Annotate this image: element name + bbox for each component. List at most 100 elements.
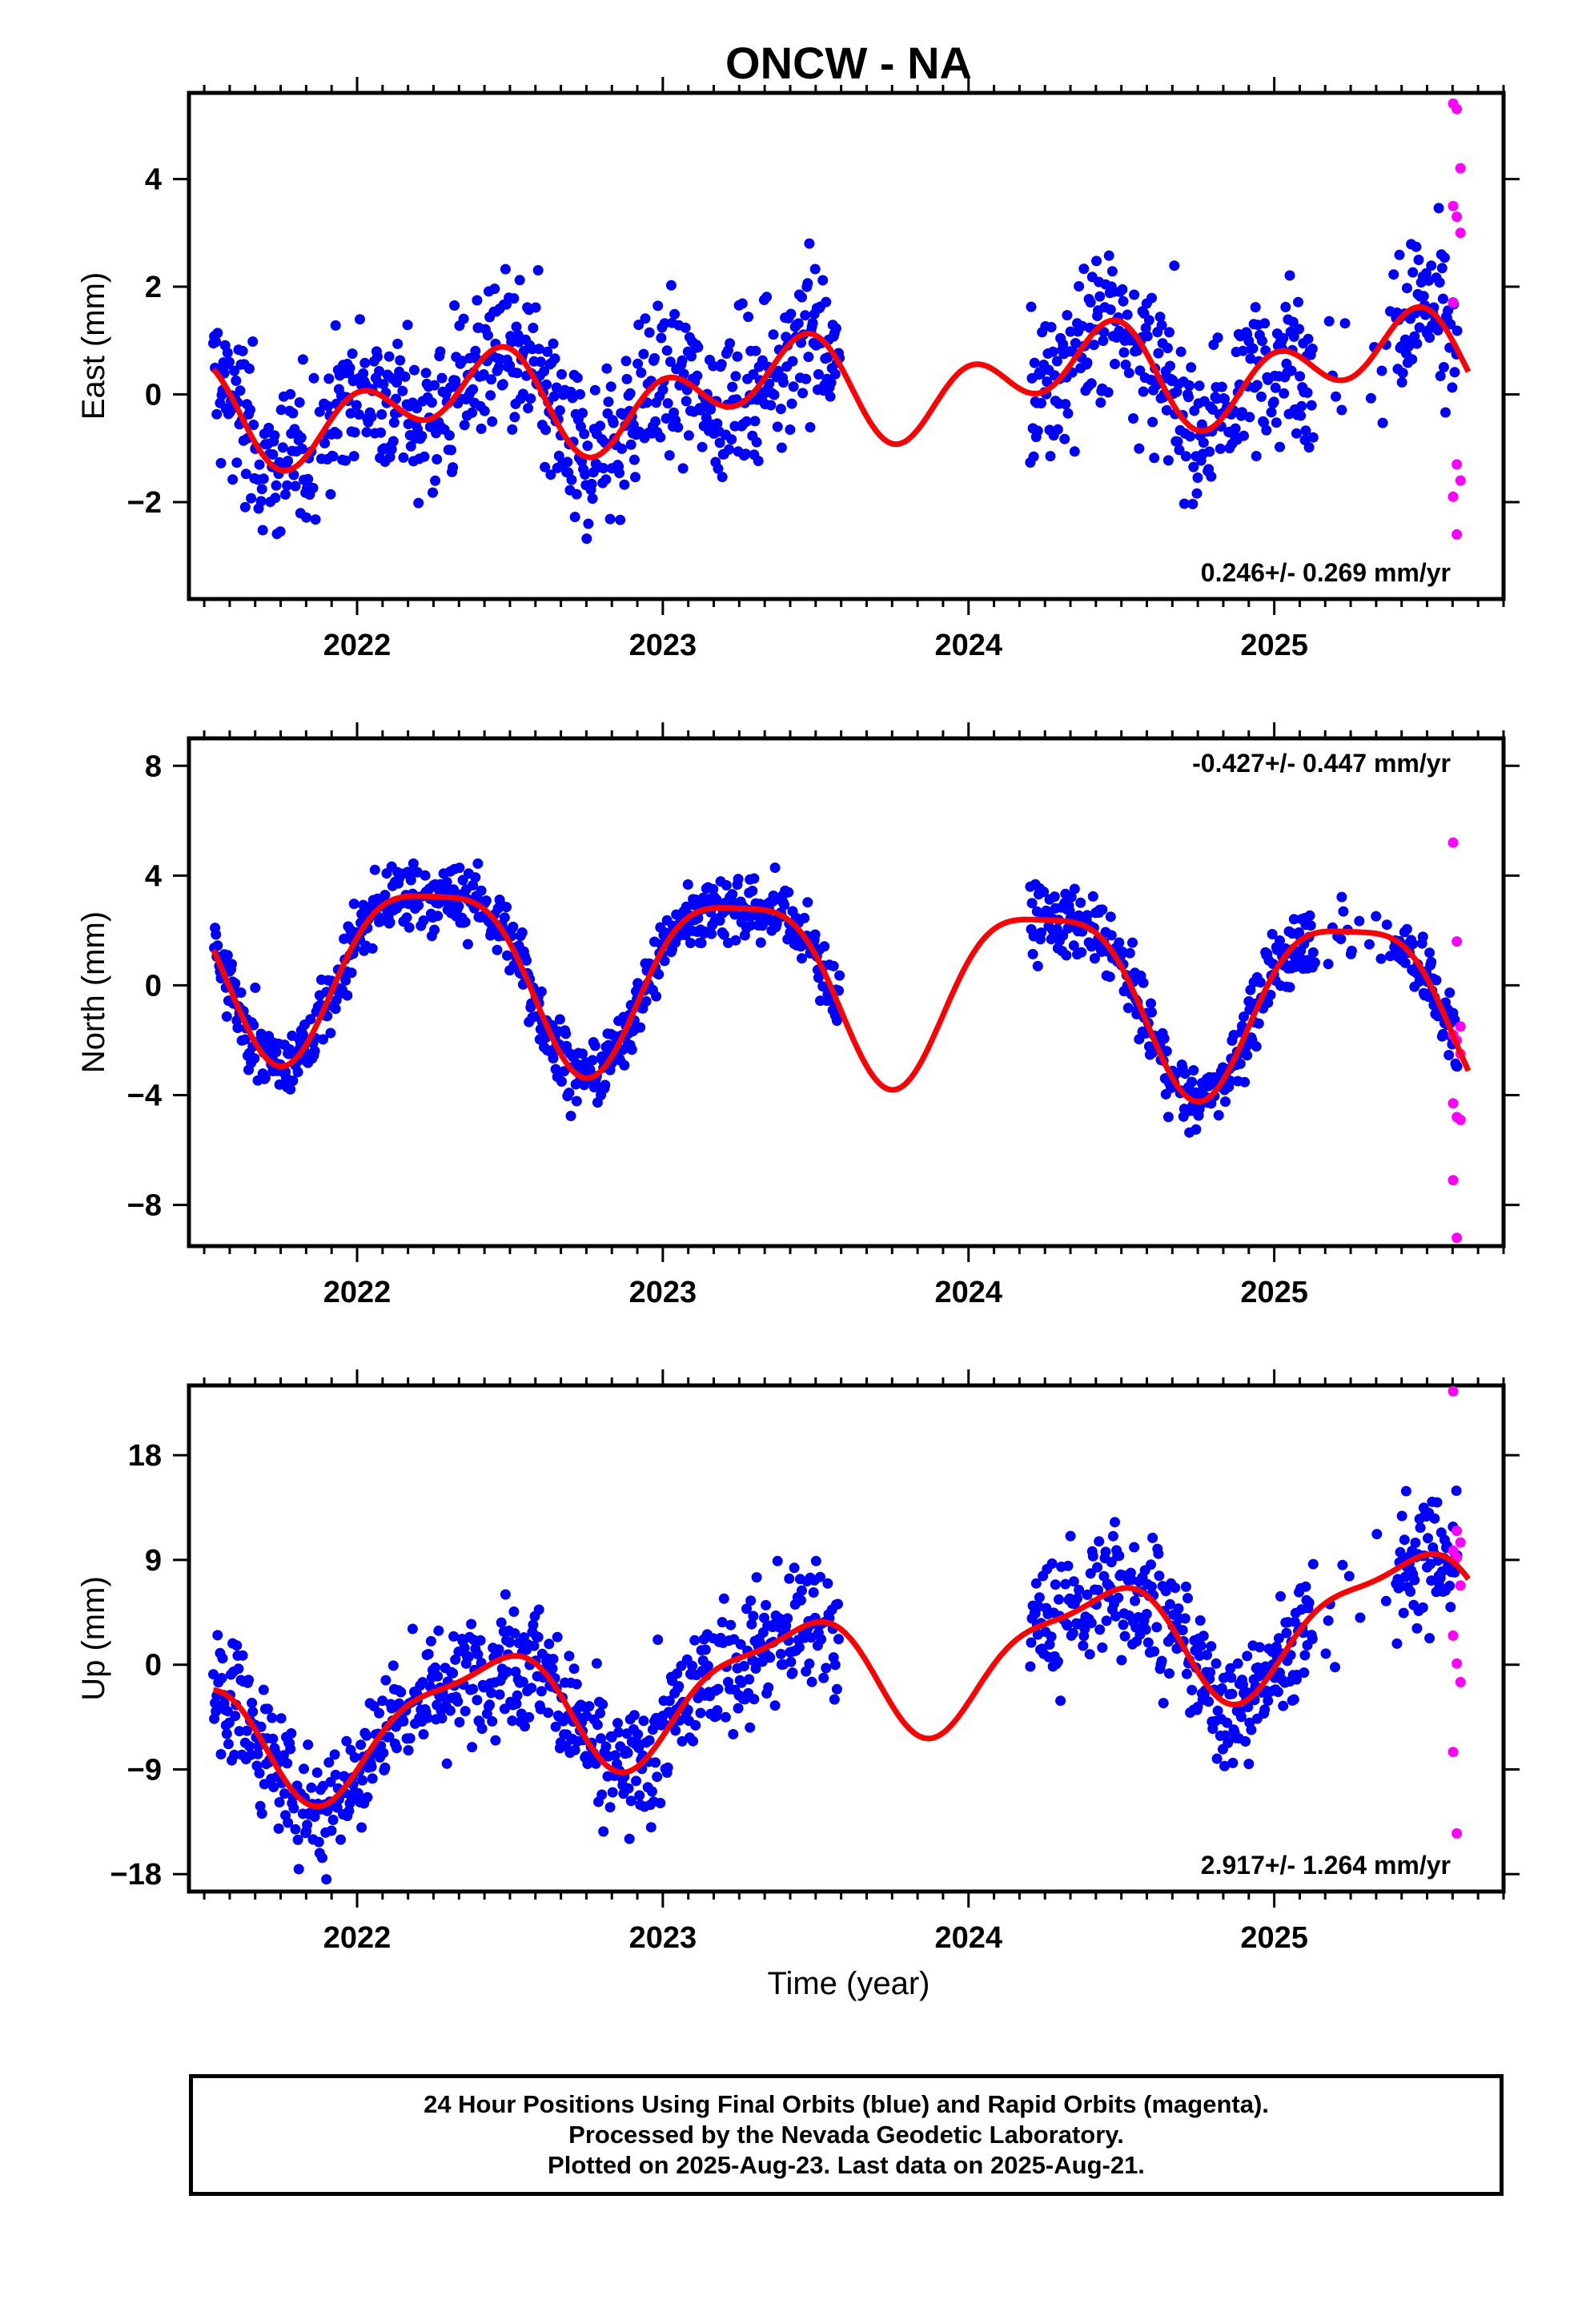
north-final-point — [1426, 956, 1437, 967]
up-final-point — [597, 1699, 608, 1710]
up-final-point — [335, 1834, 346, 1845]
up-final-point — [1273, 1633, 1284, 1644]
chart-title: ONCW - NA — [725, 38, 972, 88]
up-final-point — [596, 1733, 607, 1744]
east-final-point — [825, 377, 837, 388]
up-final-point — [631, 1775, 641, 1787]
north-final-point — [340, 975, 351, 986]
up-final-point — [751, 1572, 762, 1583]
east-final-point — [581, 533, 592, 545]
east-final-point — [803, 352, 814, 363]
north-final-point — [1124, 947, 1135, 959]
east-final-point — [323, 400, 334, 412]
up-final-point — [1177, 1625, 1188, 1636]
north-final-point — [248, 1019, 259, 1031]
up-final-point — [793, 1642, 805, 1653]
east-final-point — [805, 422, 816, 432]
east-final-point — [223, 356, 235, 368]
up-final-point — [444, 1705, 456, 1716]
east-final-point — [1142, 331, 1153, 342]
east-final-point — [1284, 270, 1295, 281]
up-final-point — [313, 1836, 324, 1848]
up-final-point — [717, 1617, 728, 1628]
east-final-point — [1215, 443, 1226, 454]
north-final-point — [714, 915, 725, 926]
north-final-point — [1213, 1110, 1224, 1121]
north-rapid-point — [1452, 936, 1463, 947]
east-final-point — [1183, 392, 1194, 403]
east-final-point — [633, 320, 644, 331]
east-final-point — [1098, 327, 1110, 338]
north-final-point — [1267, 929, 1278, 939]
east-final-point — [787, 356, 798, 367]
north-final-point — [309, 1045, 320, 1056]
north-final-point — [227, 959, 237, 970]
up-final-point — [624, 1833, 635, 1844]
north-final-point — [554, 1014, 565, 1025]
up-final-point — [241, 1725, 252, 1736]
up-final-point — [1195, 1640, 1207, 1651]
east-final-point — [1279, 388, 1290, 399]
east-final-point — [769, 389, 780, 400]
east-final-point — [1153, 348, 1164, 359]
up-final-point — [700, 1644, 711, 1655]
north-final-point — [271, 1047, 282, 1058]
east-final-point — [813, 368, 824, 380]
east-final-point — [1388, 269, 1399, 280]
up-final-point — [499, 1703, 510, 1715]
east-final-point — [227, 474, 239, 485]
east-final-point — [587, 493, 598, 505]
up-final-point — [1044, 1639, 1055, 1650]
east-final-point — [764, 378, 775, 389]
east-final-point — [640, 313, 651, 324]
up-final-point — [396, 1687, 407, 1698]
up-final-point — [673, 1681, 685, 1692]
up-final-point — [1303, 1597, 1315, 1608]
north-final-point — [797, 953, 807, 964]
east-final-point — [778, 377, 789, 388]
up-final-point — [1400, 1486, 1411, 1497]
north-final-point — [1235, 1058, 1246, 1069]
east-final-point — [319, 437, 331, 448]
east-final-point — [1407, 354, 1418, 365]
east-final-point — [294, 397, 305, 408]
north-final-point — [1068, 940, 1079, 951]
north-rapid-point — [1452, 1232, 1463, 1244]
east-final-point — [269, 430, 280, 441]
east-final-point — [796, 337, 806, 348]
east-final-point — [1156, 320, 1167, 331]
east-final-point — [829, 368, 841, 380]
up-final-point — [282, 1758, 293, 1769]
east-final-point — [397, 385, 408, 396]
north-final-point — [828, 960, 839, 971]
east-final-point — [1411, 241, 1422, 252]
up-final-point — [532, 1631, 544, 1642]
east-final-point — [1105, 304, 1116, 316]
up-final-point — [1079, 1623, 1090, 1634]
up-final-point — [1153, 1548, 1164, 1559]
up-final-point — [670, 1725, 681, 1736]
east-final-point — [449, 300, 460, 311]
up-final-point — [1395, 1546, 1406, 1558]
up-rate-label: 2.917+/- 1.264 mm/yr — [1201, 1851, 1451, 1880]
up-final-point — [712, 1705, 723, 1716]
east-final-point — [444, 430, 455, 441]
east-final-point — [1401, 283, 1412, 294]
up-final-point — [816, 1634, 827, 1645]
east-final-point — [1186, 362, 1197, 373]
north-final-point — [727, 889, 738, 900]
panel-north: 2022 2023 2024 2025 −8 −4 0 4 8 North (mm) -0.427+… — [76, 722, 1520, 1309]
north-final-point — [1220, 1096, 1231, 1108]
east-final-point — [1174, 444, 1185, 456]
up-final-point — [713, 1683, 724, 1695]
up-final-point — [569, 1744, 580, 1755]
east-final-point — [387, 436, 399, 447]
up-final-point — [454, 1717, 465, 1727]
east-final-point — [750, 345, 761, 356]
east-rapid-point — [1455, 475, 1466, 486]
up-final-point — [520, 1721, 530, 1732]
east-final-point — [582, 440, 593, 452]
east-final-point — [1140, 323, 1151, 334]
north-final-point — [1363, 939, 1375, 950]
up-final-point — [212, 1630, 223, 1641]
